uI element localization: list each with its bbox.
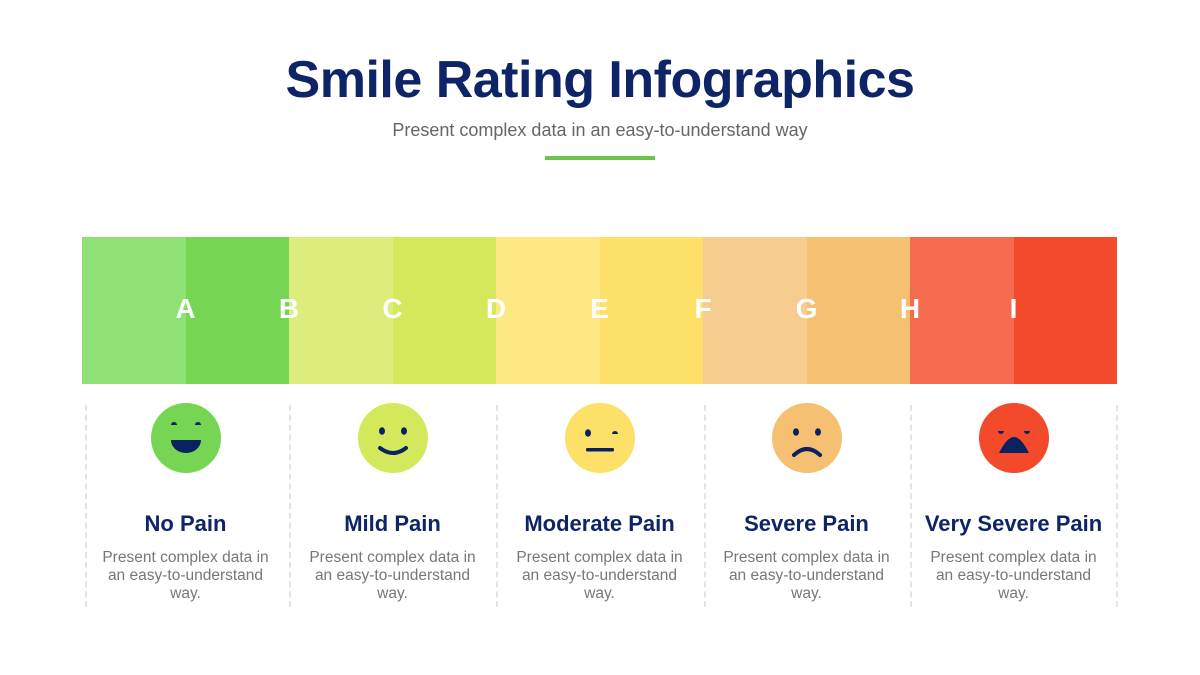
scale-segment bbox=[496, 237, 600, 384]
scale-letter: D bbox=[485, 293, 507, 324]
pain-level-column: No Pain Present complex data in an easy-… bbox=[82, 400, 289, 603]
pain-level-description: Present complex data in an easy-to-under… bbox=[309, 549, 476, 602]
column-divider bbox=[85, 405, 87, 607]
pain-level-title: Very Severe Pain bbox=[924, 511, 1103, 536]
pain-level-title: No Pain bbox=[144, 511, 227, 536]
distressed-face-icon bbox=[978, 403, 1049, 473]
scale-letter: H bbox=[899, 293, 921, 324]
scale-segment bbox=[185, 237, 289, 384]
scale-segment bbox=[703, 237, 807, 384]
pain-level-description: Present complex data in an easy-to-under… bbox=[516, 549, 683, 602]
scale-segment bbox=[289, 237, 393, 384]
big-smile-icon bbox=[150, 403, 221, 473]
scale-segment bbox=[392, 237, 496, 384]
scale-letter: E bbox=[590, 293, 609, 324]
frown-icon bbox=[771, 403, 842, 473]
page-subtitle: Present complex data in an easy-to-under… bbox=[392, 120, 808, 140]
pain-level-description: Present complex data in an easy-to-under… bbox=[723, 549, 890, 602]
pain-level-description: Present complex data in an easy-to-under… bbox=[930, 549, 1097, 602]
scale-letter: F bbox=[694, 293, 712, 324]
pain-level-column: Mild Pain Present complex data in an eas… bbox=[289, 400, 496, 603]
scale-segment bbox=[1013, 237, 1117, 384]
pain-level-column: Moderate Pain Present complex data in an… bbox=[496, 400, 703, 603]
pain-level-column: Severe Pain Present complex data in an e… bbox=[703, 400, 910, 603]
scale-letter: A bbox=[175, 293, 196, 324]
scale-letter: I bbox=[1009, 293, 1018, 324]
column-divider bbox=[289, 405, 291, 607]
scale-letter: C bbox=[382, 293, 403, 324]
scale-segment bbox=[910, 237, 1014, 384]
pain-level-title: Mild Pain bbox=[344, 511, 441, 536]
rating-scale-bar bbox=[82, 237, 1117, 384]
pain-level-title: Moderate Pain bbox=[524, 511, 675, 536]
pain-level-title: Severe Pain bbox=[744, 511, 869, 536]
scale-segment bbox=[599, 237, 703, 384]
column-divider bbox=[496, 405, 498, 607]
scale-segment bbox=[82, 237, 186, 384]
page-title: Smile Rating Infographics bbox=[285, 51, 915, 109]
scale-letter: G bbox=[795, 293, 818, 324]
pain-level-column: Very Severe Pain Present complex data in… bbox=[910, 400, 1117, 603]
column-divider bbox=[910, 405, 912, 607]
pain-level-description: Present complex data in an easy-to-under… bbox=[102, 549, 269, 602]
column-divider bbox=[704, 405, 706, 607]
neutral-face-icon bbox=[564, 403, 635, 473]
accent-divider bbox=[545, 156, 655, 160]
smile-icon bbox=[357, 403, 428, 473]
scale-segment bbox=[806, 237, 910, 384]
scale-letter: B bbox=[278, 293, 300, 324]
column-divider bbox=[1116, 405, 1118, 607]
